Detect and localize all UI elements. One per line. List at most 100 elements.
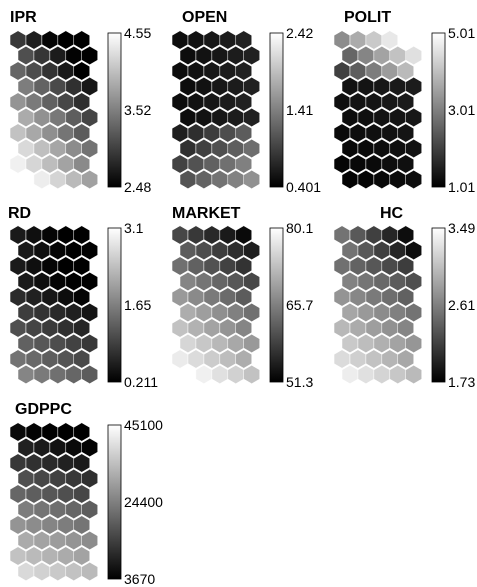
som-hex-cell	[381, 349, 399, 369]
som-hex-cell	[405, 139, 422, 158]
som-hex-cell	[243, 272, 260, 291]
som-hex-cell	[203, 123, 221, 143]
som-hex-cell	[41, 154, 59, 174]
som-hex-cell	[349, 154, 367, 174]
som-hex-cell	[203, 61, 221, 81]
som-hex-cell	[211, 108, 229, 127]
som-hex-cell	[227, 108, 244, 127]
som-hex-cell	[211, 170, 229, 189]
som-hex-cell	[81, 241, 98, 260]
som-hex-cell	[57, 30, 75, 50]
som-hex-cell	[187, 256, 205, 276]
som-hex-cell	[381, 318, 399, 338]
som-hex-cell	[17, 365, 35, 384]
colorbar-frame	[431, 32, 446, 188]
som-hex-cell	[17, 241, 35, 260]
som-hex-cell	[17, 500, 35, 519]
som-hex-cell	[349, 287, 367, 307]
som-hex-cell	[211, 139, 229, 158]
som-hex-cell	[227, 303, 244, 322]
som-hex-cell	[341, 334, 359, 353]
som-hex-cell	[365, 30, 383, 50]
som-hex-cell	[73, 515, 90, 535]
som-hex-cell	[65, 77, 82, 96]
colorbar	[432, 228, 445, 382]
som-hex-cell	[25, 225, 43, 245]
colorbar-tick-label: 3670	[124, 571, 155, 587]
som-hex-cell	[41, 256, 59, 276]
som-hex-cell	[357, 170, 375, 189]
som-hex-cell	[25, 453, 43, 473]
colorbar-frame	[269, 227, 284, 383]
colorbar-tick-label: 3.01	[448, 102, 475, 118]
som-hex-cell	[357, 334, 375, 353]
som-hex-cell	[73, 422, 90, 442]
colorbar-tick-label: 2.61	[448, 297, 475, 313]
som-hex-cell	[235, 287, 252, 307]
som-hex-cell	[25, 546, 43, 566]
som-hex-cell	[235, 349, 252, 369]
som-hex-cell	[33, 108, 51, 127]
som-hex-cell	[49, 469, 67, 488]
som-hex-cell	[381, 225, 399, 245]
panel-title: HC	[380, 205, 404, 222]
som-hex-cell	[73, 61, 90, 81]
som-hex-cell	[227, 46, 244, 65]
som-hex-cell	[33, 334, 51, 353]
colorbar-tick-label: 80.1	[286, 220, 313, 236]
som-hex-cell	[179, 365, 197, 384]
som-hex-cell	[73, 123, 90, 143]
som-hex-cell	[243, 334, 260, 353]
som-hex-cell	[33, 365, 51, 384]
som-hex-cell	[219, 61, 237, 81]
som-hex-cell	[171, 123, 189, 143]
som-hex-cell	[171, 256, 189, 276]
som-hex-cell	[25, 123, 43, 143]
som-hex-cell	[389, 303, 406, 322]
som-hex-cell	[333, 92, 351, 112]
som-hex-cell	[9, 30, 27, 50]
colorbar-tick-label: 24400	[124, 494, 163, 510]
component-plane-0: IPR 4.55 3.52 2.48	[9, 9, 151, 195]
som-hex-cell	[365, 123, 383, 143]
som-hex-cell	[57, 515, 75, 535]
som-hex-cell	[203, 256, 221, 276]
component-plane-6: GDPPC 45100 24400 3670	[9, 401, 163, 587]
som-hex-cell	[17, 272, 35, 291]
som-hex-cell	[49, 531, 67, 550]
som-hex-cell	[187, 318, 205, 338]
som-hex-cell	[57, 256, 75, 276]
panel-title: RD	[8, 205, 31, 222]
component-plane-2: POLIT 5.01 3.01 1.01	[333, 9, 475, 195]
som-hex-cell	[381, 256, 399, 276]
som-hex-cell	[9, 225, 27, 245]
panel-title: IPR	[10, 9, 37, 26]
som-hex-cell	[341, 272, 359, 291]
som-hex-cell	[33, 77, 51, 96]
som-hex-cell	[81, 272, 98, 291]
panel-title: MARKET	[172, 205, 241, 222]
som-hex-cell	[389, 139, 406, 158]
som-hex-cell	[389, 365, 406, 384]
colorbar-tick-label: 2.42	[286, 25, 313, 41]
som-hex-cell	[33, 241, 51, 260]
som-hex-cell	[243, 77, 260, 96]
som-hex-cell	[397, 287, 414, 307]
som-hex-cell	[65, 531, 82, 550]
som-hex-cell	[219, 287, 237, 307]
som-hex-cell	[349, 225, 367, 245]
som-hex-cell	[33, 303, 51, 322]
som-hex-cell	[195, 77, 213, 96]
som-hex-cell	[219, 154, 237, 174]
som-hex-cell	[357, 365, 375, 384]
som-hex-cell	[17, 531, 35, 550]
som-hex-cell	[17, 170, 35, 189]
som-hex-cell	[243, 303, 260, 322]
colorbar	[270, 228, 283, 382]
colorbar-tick-label: 1.65	[124, 297, 151, 313]
som-hex-cell	[57, 287, 75, 307]
som-hex-cell	[235, 92, 252, 112]
colorbar-tick-label: 4.55	[124, 25, 151, 41]
som-hex-cell	[41, 546, 59, 566]
